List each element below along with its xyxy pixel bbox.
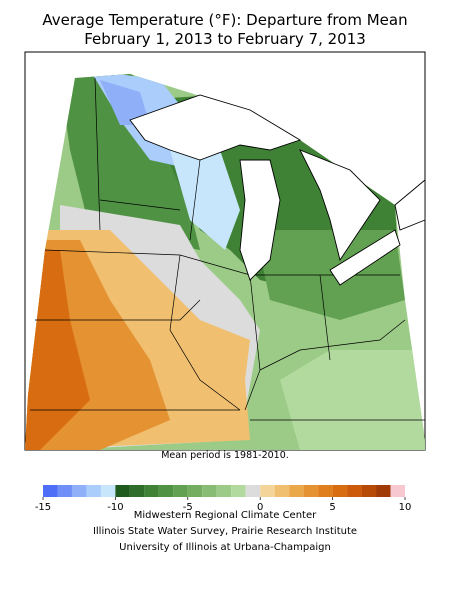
- color-bin: [303, 485, 319, 497]
- color-bin: [71, 485, 87, 497]
- borders: [30, 77, 425, 421]
- colorbar: -15 -10 -5 0 5 10: [35, 485, 412, 513]
- color-bin: [347, 485, 362, 497]
- tick-label: 10: [399, 502, 412, 513]
- color-bin: [376, 485, 391, 497]
- tick-label: 5: [329, 502, 335, 513]
- color-bin: [260, 485, 275, 497]
- color-bin: [43, 485, 58, 497]
- credit-line: University of Illinois at Urbana-Champai…: [119, 542, 331, 553]
- color-bin: [129, 485, 145, 497]
- color-bin: [202, 485, 217, 497]
- credit-line: Midwestern Regional Climate Center: [134, 510, 317, 521]
- color-bin: [274, 485, 290, 497]
- credit-line: Illinois State Water Survey, Prairie Res…: [93, 526, 357, 537]
- color-bin: [57, 485, 72, 497]
- color-bin: [332, 485, 348, 497]
- color-bin: [231, 485, 246, 497]
- color-bin: [289, 485, 304, 497]
- title-line: Average Temperature (°F): Departure from…: [42, 11, 407, 29]
- color-bin: [144, 485, 159, 497]
- color-bin: [115, 485, 130, 497]
- color-bin: [187, 485, 203, 497]
- color-bin: [158, 485, 174, 497]
- color-bin: [390, 485, 405, 497]
- color-bin: [216, 485, 232, 497]
- color-bin: [245, 485, 261, 497]
- color-bin: [318, 485, 333, 497]
- color-bin: [100, 485, 116, 497]
- tick-label: 0: [257, 502, 263, 513]
- color-bin: [173, 485, 188, 497]
- color-bin: [361, 485, 377, 497]
- tick-label: -15: [35, 502, 51, 513]
- tick-label: -5: [183, 502, 193, 513]
- title-line: February 1, 2013 to February 7, 2013: [84, 30, 366, 48]
- tick-label: -10: [107, 502, 123, 513]
- lakes: [129, 94, 426, 286]
- note: Mean period is 1981-2010.: [161, 450, 289, 461]
- color-bin: [86, 485, 101, 497]
